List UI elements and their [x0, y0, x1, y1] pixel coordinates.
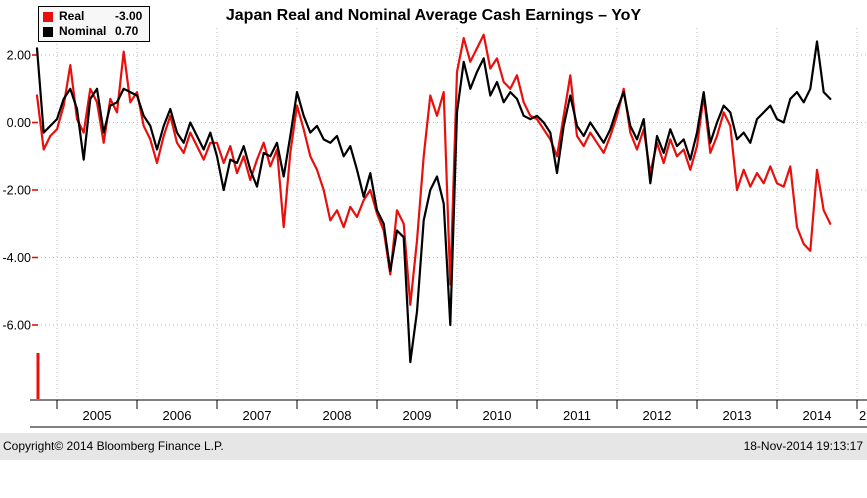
legend-label-real: Real [59, 9, 85, 23]
timestamp-text: 18-Nov-2014 19:13:17 [743, 439, 863, 453]
x-axis-label: 2011 [563, 408, 591, 423]
series-line-nominal [35, 40, 832, 364]
y-axis-label: -6.00 [3, 319, 32, 333]
x-axis-label: 2012 [643, 408, 672, 423]
y-axis-label: -4.00 [3, 251, 32, 265]
legend-value-real: -3.00 [115, 9, 143, 23]
x-axis-label: 2007 [243, 408, 272, 423]
series-line-real [35, 33, 832, 306]
copyright-text: Copyright© 2014 Bloomberg Finance L.P. [3, 439, 224, 453]
x-axis-label: 2010 [483, 408, 512, 423]
chart-legend: Real -3.00 Nominal 0.70 [38, 6, 151, 42]
line-chart: 2.00 0.00 -2.00 -4.00 -6.00 2005 2006 2007 2008 2… [3, 28, 867, 428]
footer-bar: Copyright© 2014 Bloomberg Finance L.P. 1… [0, 433, 867, 460]
x-axis-label: 2005 [83, 408, 112, 423]
y-axis-label: 0.00 [7, 116, 31, 130]
y-axis-label: 2.00 [7, 49, 31, 63]
real-series-swatch [43, 11, 53, 22]
legend-label-nominal: Nominal [59, 24, 107, 38]
legend-item-nominal: Nominal 0.70 [43, 24, 142, 39]
x-axis-label-partial: 2 [859, 408, 866, 423]
x-axis-label: 2008 [323, 408, 352, 423]
x-axis-label: 2014 [803, 408, 832, 423]
legend-value-nominal: 0.70 [115, 24, 139, 38]
y-axis-label: -2.00 [3, 184, 32, 198]
x-axis-label: 2006 [163, 408, 192, 423]
legend-item-real: Real -3.00 [43, 9, 142, 24]
x-axis-label: 2009 [403, 408, 432, 423]
nominal-series-swatch [43, 26, 53, 37]
x-axis-label: 2013 [723, 408, 752, 423]
